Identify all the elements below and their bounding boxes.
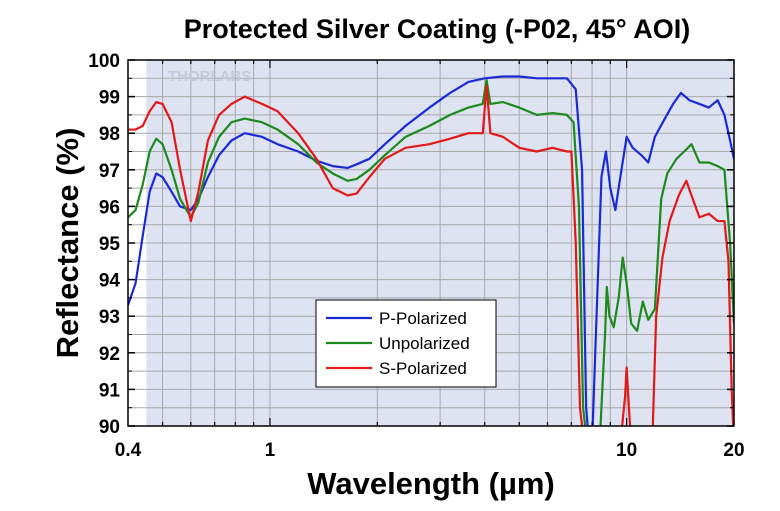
x-axis-label: Wavelength (µm) xyxy=(307,466,555,501)
y-tick-label: 95 xyxy=(99,234,121,255)
series-lines xyxy=(128,75,734,426)
y-tick-label: 90 xyxy=(99,417,120,438)
series-line-p-polarized xyxy=(128,75,734,426)
y-tick-label: 91 xyxy=(99,380,121,401)
y-tick-label: 93 xyxy=(99,307,120,328)
watermark-text: THORLABS xyxy=(168,68,251,85)
y-tick-label: 98 xyxy=(99,124,120,145)
y-tick-label: 96 xyxy=(99,197,120,218)
series-line-unpolarized xyxy=(128,79,734,426)
x-tick-label: 10 xyxy=(616,440,637,461)
legend-entry: P-Polarized xyxy=(379,309,467,328)
y-tick-label: 94 xyxy=(99,271,121,292)
legend-entry: Unpolarized xyxy=(379,334,470,353)
axis-ticks xyxy=(128,59,735,427)
legend-entry: S-Polarized xyxy=(379,359,467,378)
y-tick-label: 100 xyxy=(88,51,120,72)
y-tick-label: 92 xyxy=(99,344,120,365)
series-line-s-polarized xyxy=(128,84,734,426)
x-tick-label: 20 xyxy=(723,440,744,461)
chart-title: Protected Silver Coating (-P02, 45° AOI) xyxy=(184,14,690,44)
y-axis-label: Reflectance (%) xyxy=(50,128,85,359)
y-tick-label: 99 xyxy=(99,88,120,109)
x-tick-label: 1 xyxy=(265,440,276,461)
legend: P-Polarized Unpolarized S-Polarized xyxy=(315,299,497,388)
tick-labels: 90 91 92 93 94 95 96 97 98 99 100 0.4 1 10 20 xyxy=(88,51,744,461)
x-tick-label: 0.4 xyxy=(115,440,142,461)
y-tick-label: 97 xyxy=(99,161,120,182)
